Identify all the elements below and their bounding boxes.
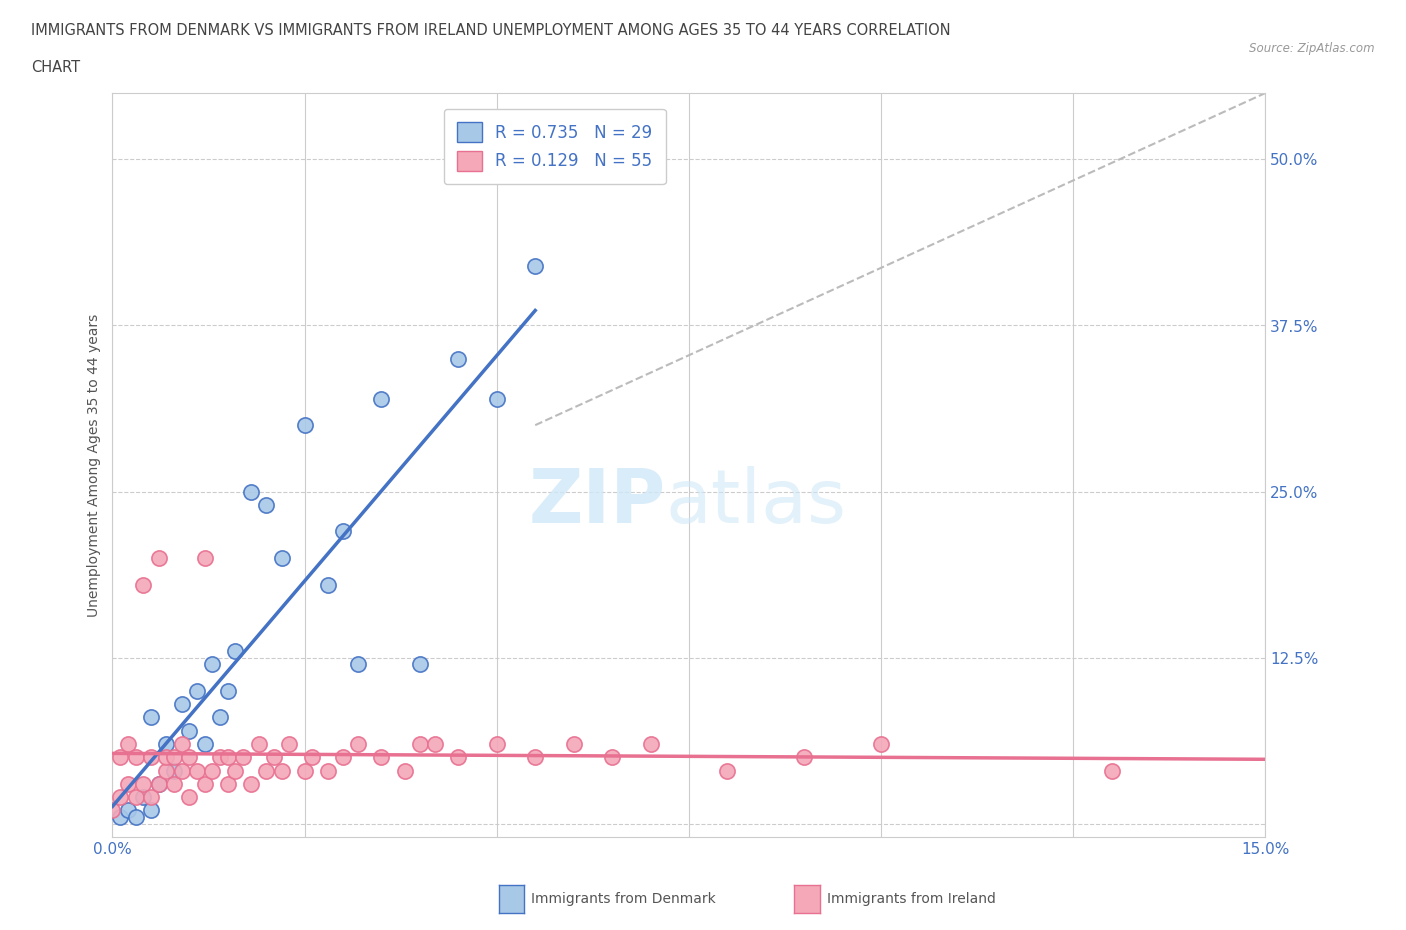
Point	[124, 790, 146, 804]
Point	[163, 750, 186, 764]
Point	[132, 777, 155, 791]
Point	[148, 551, 170, 565]
Point	[640, 737, 662, 751]
Point	[194, 551, 217, 565]
Point	[217, 684, 239, 698]
Point	[155, 750, 177, 764]
Point	[254, 498, 277, 512]
Y-axis label: Unemployment Among Ages 35 to 44 years: Unemployment Among Ages 35 to 44 years	[87, 313, 101, 617]
Point	[148, 777, 170, 791]
Point	[132, 578, 155, 592]
Point	[332, 750, 354, 764]
Point	[524, 750, 547, 764]
Point	[139, 750, 162, 764]
Point	[124, 810, 146, 825]
Point	[270, 764, 292, 778]
Text: atlas: atlas	[666, 466, 846, 538]
Point	[209, 750, 232, 764]
Point	[148, 777, 170, 791]
Point	[562, 737, 585, 751]
Point	[155, 737, 177, 751]
Point	[347, 737, 370, 751]
Point	[179, 724, 201, 738]
Point	[716, 764, 738, 778]
Point	[316, 764, 339, 778]
Point	[163, 777, 186, 791]
Point	[294, 764, 316, 778]
Point	[139, 803, 162, 817]
Point	[239, 777, 262, 791]
Point	[179, 790, 201, 804]
Point	[139, 790, 162, 804]
Point	[179, 750, 201, 764]
Point	[485, 737, 508, 751]
Text: ZIP: ZIP	[529, 466, 666, 538]
Point	[263, 750, 285, 764]
Point	[870, 737, 893, 751]
Point	[194, 737, 217, 751]
Point	[447, 750, 470, 764]
Point	[247, 737, 270, 751]
Point	[254, 764, 277, 778]
Point	[132, 790, 155, 804]
Point	[170, 737, 193, 751]
Point	[425, 737, 447, 751]
Point	[194, 777, 217, 791]
Text: Source: ZipAtlas.com: Source: ZipAtlas.com	[1250, 42, 1375, 55]
Point	[316, 578, 339, 592]
Point	[793, 750, 815, 764]
Point	[186, 764, 208, 778]
Legend: R = 0.735   N = 29, R = 0.129   N = 55: R = 0.735 N = 29, R = 0.129 N = 55	[444, 109, 666, 184]
Point	[409, 657, 432, 671]
Text: Immigrants from Denmark: Immigrants from Denmark	[531, 892, 716, 907]
Point	[217, 750, 239, 764]
Point	[332, 524, 354, 538]
Point	[117, 737, 139, 751]
Point	[600, 750, 623, 764]
Point	[163, 764, 186, 778]
Point	[485, 392, 508, 406]
Point	[1101, 764, 1123, 778]
Point	[270, 551, 292, 565]
Point	[447, 352, 470, 366]
Point	[155, 764, 177, 778]
Point	[409, 737, 432, 751]
Point	[394, 764, 416, 778]
Point	[124, 750, 146, 764]
Point	[108, 810, 131, 825]
Point	[347, 657, 370, 671]
Point	[170, 764, 193, 778]
Point	[294, 418, 316, 432]
Point	[217, 777, 239, 791]
Point	[224, 644, 246, 658]
Point	[139, 710, 162, 724]
Point	[101, 803, 124, 817]
Point	[201, 657, 224, 671]
Point	[108, 750, 131, 764]
Point	[239, 485, 262, 499]
Point	[370, 750, 392, 764]
Point	[117, 777, 139, 791]
Point	[201, 764, 224, 778]
Point	[186, 684, 208, 698]
Point	[170, 697, 193, 711]
Point	[232, 750, 254, 764]
Point	[524, 259, 547, 273]
Text: CHART: CHART	[31, 60, 80, 75]
Point	[117, 803, 139, 817]
Point	[209, 710, 232, 724]
Text: IMMIGRANTS FROM DENMARK VS IMMIGRANTS FROM IRELAND UNEMPLOYMENT AMONG AGES 35 TO: IMMIGRANTS FROM DENMARK VS IMMIGRANTS FR…	[31, 23, 950, 38]
Point	[108, 790, 131, 804]
Point	[301, 750, 323, 764]
Text: Immigrants from Ireland: Immigrants from Ireland	[827, 892, 995, 907]
Point	[224, 764, 246, 778]
Point	[370, 392, 392, 406]
Point	[278, 737, 301, 751]
